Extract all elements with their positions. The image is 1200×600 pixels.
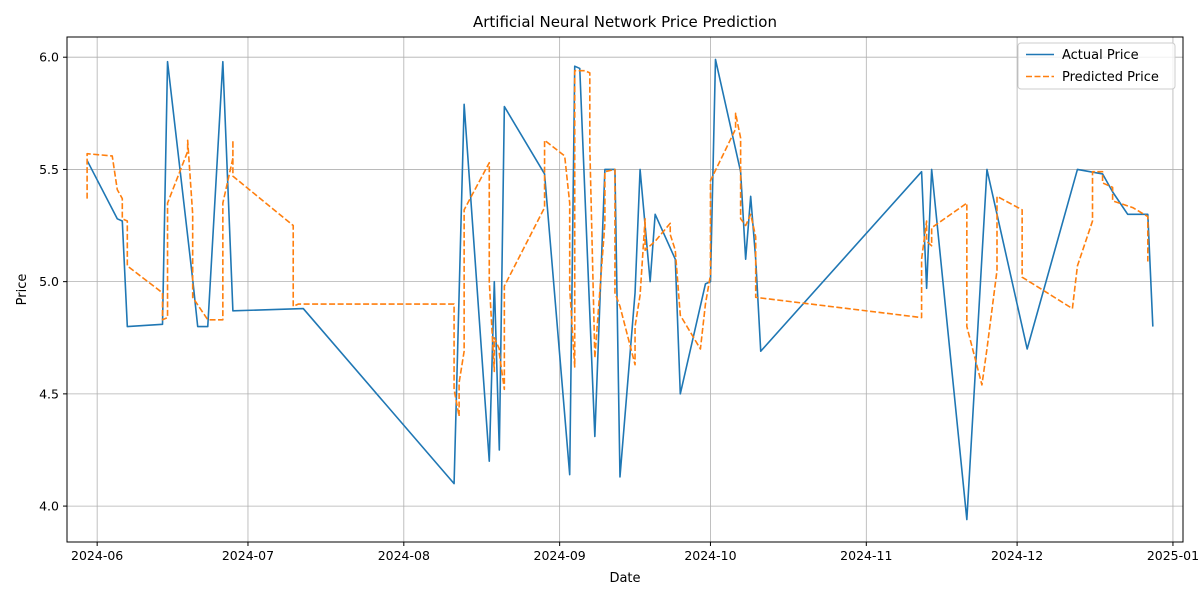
y-axis-ticks: 4.0 4.5 5.0 5.5 6.0	[39, 50, 67, 514]
x-tick-label: 2024-06	[71, 548, 123, 563]
y-tick-label: 5.5	[39, 162, 59, 177]
x-tick-label: 2024-07	[222, 548, 274, 563]
x-axis-ticks: 2024-06 2024-07 2024-08 2024-09 2024-10 2024-…	[71, 542, 1199, 563]
series-lines	[86, 58, 1154, 521]
x-tick-label: 2024-08	[378, 548, 430, 563]
x-tick-label: 2024-09	[534, 548, 586, 563]
legend-label-actual-price: Actual Price	[1062, 48, 1139, 63]
legend-label-predicted-price: Predicted Price	[1062, 70, 1159, 85]
series-line-predicted-price	[86, 69, 1149, 418]
y-axis-label: Price	[15, 274, 30, 306]
series-line-actual-price	[86, 58, 1154, 521]
x-tick-label: 2025-01	[1147, 548, 1199, 563]
x-tick-label: 2024-10	[684, 548, 736, 563]
x-tick-label: 2024-12	[991, 548, 1043, 563]
chart-title: Artificial Neural Network Price Predicti…	[473, 13, 777, 31]
x-tick-label: 2024-11	[840, 548, 892, 563]
y-tick-label: 4.0	[39, 499, 59, 514]
y-tick-label: 6.0	[39, 50, 59, 65]
plot-area-frame	[66, 36, 1184, 543]
legend: Actual Price Predicted Price	[1017, 42, 1176, 90]
x-axis-label: Date	[609, 571, 640, 586]
legend-box	[1017, 42, 1176, 90]
y-tick-label: 5.0	[39, 274, 59, 289]
y-tick-label: 4.5	[39, 386, 59, 401]
grid-lines	[67, 37, 1183, 542]
